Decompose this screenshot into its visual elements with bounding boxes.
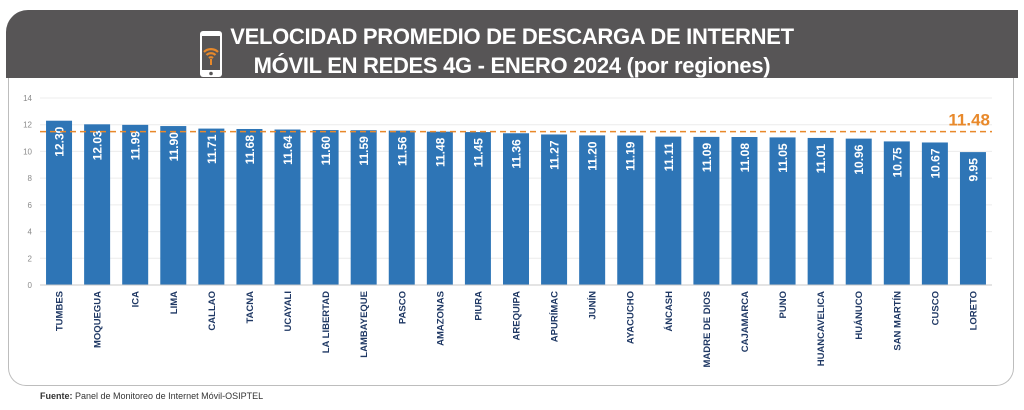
bar — [274, 129, 301, 285]
bar — [350, 130, 377, 285]
category-label: LIMA — [169, 291, 180, 314]
category-label: LA LIBERTAD — [321, 291, 332, 353]
data-label: 11.48 — [433, 137, 447, 167]
data-label: 11.59 — [357, 136, 371, 166]
category-label: MOQUEGUA — [93, 291, 104, 348]
data-label: 11.20 — [586, 141, 600, 171]
y-tick-label: 8 — [28, 174, 33, 183]
data-label: 9.95 — [966, 158, 980, 182]
y-tick-label: 4 — [28, 228, 33, 237]
data-label: 11.11 — [662, 142, 676, 171]
category-label: LORETO — [968, 291, 979, 330]
data-label: 10.67 — [928, 148, 942, 178]
category-label: ICA — [131, 291, 142, 308]
data-label: 11.60 — [319, 136, 333, 166]
y-tick-label: 12 — [23, 121, 32, 130]
bar — [236, 128, 263, 285]
category-label: ÁNCASH — [664, 291, 675, 332]
chart-title-line-1: VELOCIDAD PROMEDIO DE DESCARGA DE INTERN… — [230, 24, 794, 49]
average-label: 11.48 — [948, 111, 990, 130]
category-label: PASCO — [397, 291, 408, 324]
category-label: JUNÍN — [588, 291, 599, 320]
category-label: APURÍMAC — [550, 291, 561, 342]
bar — [503, 133, 529, 285]
bar — [921, 142, 948, 285]
bar — [426, 131, 453, 285]
mobile-phone-wifi-icon — [200, 31, 222, 77]
category-label: TACNA — [245, 291, 256, 324]
y-tick-label: 2 — [28, 254, 33, 263]
bar — [122, 124, 149, 285]
bar — [807, 137, 834, 285]
data-label: 12.30 — [53, 126, 67, 156]
category-label: PUNO — [778, 291, 789, 318]
bar — [464, 132, 491, 285]
category-label: PIURA — [473, 291, 484, 321]
chart-header: VELOCIDAD PROMEDIO DE DESCARGA DE INTERN… — [6, 10, 1018, 78]
data-label: 11.08 — [738, 143, 752, 173]
bar — [160, 126, 187, 285]
data-label: 11.36 — [510, 139, 524, 169]
data-label: 11.64 — [281, 135, 295, 165]
bar — [46, 120, 73, 285]
bar — [769, 137, 796, 285]
source-label: Fuente: — [40, 391, 73, 401]
y-tick-label: 14 — [23, 94, 32, 103]
y-tick-label: 10 — [23, 147, 32, 156]
data-label: 10.75 — [890, 147, 904, 177]
category-label: MADRE DE DIOS — [702, 291, 713, 368]
bar — [541, 134, 568, 285]
bar — [388, 130, 415, 285]
source-text: Panel de Monitoreo de Internet Móvil-OSI… — [75, 391, 264, 401]
category-label: CAJAMARCA — [740, 291, 751, 352]
bar — [198, 128, 225, 285]
category-label: CALLAO — [207, 291, 218, 331]
category-label: HUÁNUCO — [854, 291, 865, 340]
bar — [579, 135, 606, 285]
data-label: 11.45 — [471, 138, 485, 168]
y-tick-label: 6 — [28, 201, 33, 210]
category-label: LAMBAYEQUE — [359, 291, 370, 358]
data-label: 11.19 — [624, 141, 638, 171]
chart-panel — [8, 78, 1014, 386]
category-label: SAN MARTÍN — [892, 291, 903, 351]
bar — [693, 136, 720, 285]
bar — [84, 124, 111, 285]
bar — [617, 135, 644, 285]
category-label: AYACUCHO — [626, 291, 637, 344]
bar — [312, 130, 339, 285]
data-label: 11.56 — [395, 136, 409, 166]
data-label: 11.90 — [167, 132, 181, 162]
y-tick-label: 0 — [28, 281, 33, 290]
data-label: 11.05 — [776, 143, 790, 173]
data-label: 11.27 — [548, 140, 562, 170]
category-label: AREQUIPA — [512, 291, 523, 341]
bar — [883, 141, 910, 285]
category-label: AMAZONAS — [435, 291, 446, 346]
category-label: CUSCO — [930, 291, 941, 325]
data-label: 11.09 — [700, 143, 714, 173]
category-label: TUMBES — [55, 291, 66, 331]
data-label: 12.03 — [91, 130, 105, 160]
bar — [655, 136, 682, 285]
bar — [845, 138, 872, 285]
bar — [959, 152, 986, 285]
data-label: 11.68 — [243, 135, 257, 165]
data-label: 11.71 — [205, 134, 219, 164]
category-label: UCAYALI — [283, 291, 294, 331]
source-note: Fuente: Panel de Monitoreo de Internet M… — [40, 391, 263, 401]
data-label: 11.99 — [129, 131, 143, 161]
chart-title-line-2: MÓVIL EN REDES 4G - ENERO 2024 (por regi… — [253, 53, 771, 78]
data-label: 10.96 — [852, 144, 866, 174]
category-label: HUANCAVELICA — [816, 291, 827, 366]
data-label: 11.01 — [814, 144, 828, 174]
bar — [731, 137, 758, 285]
